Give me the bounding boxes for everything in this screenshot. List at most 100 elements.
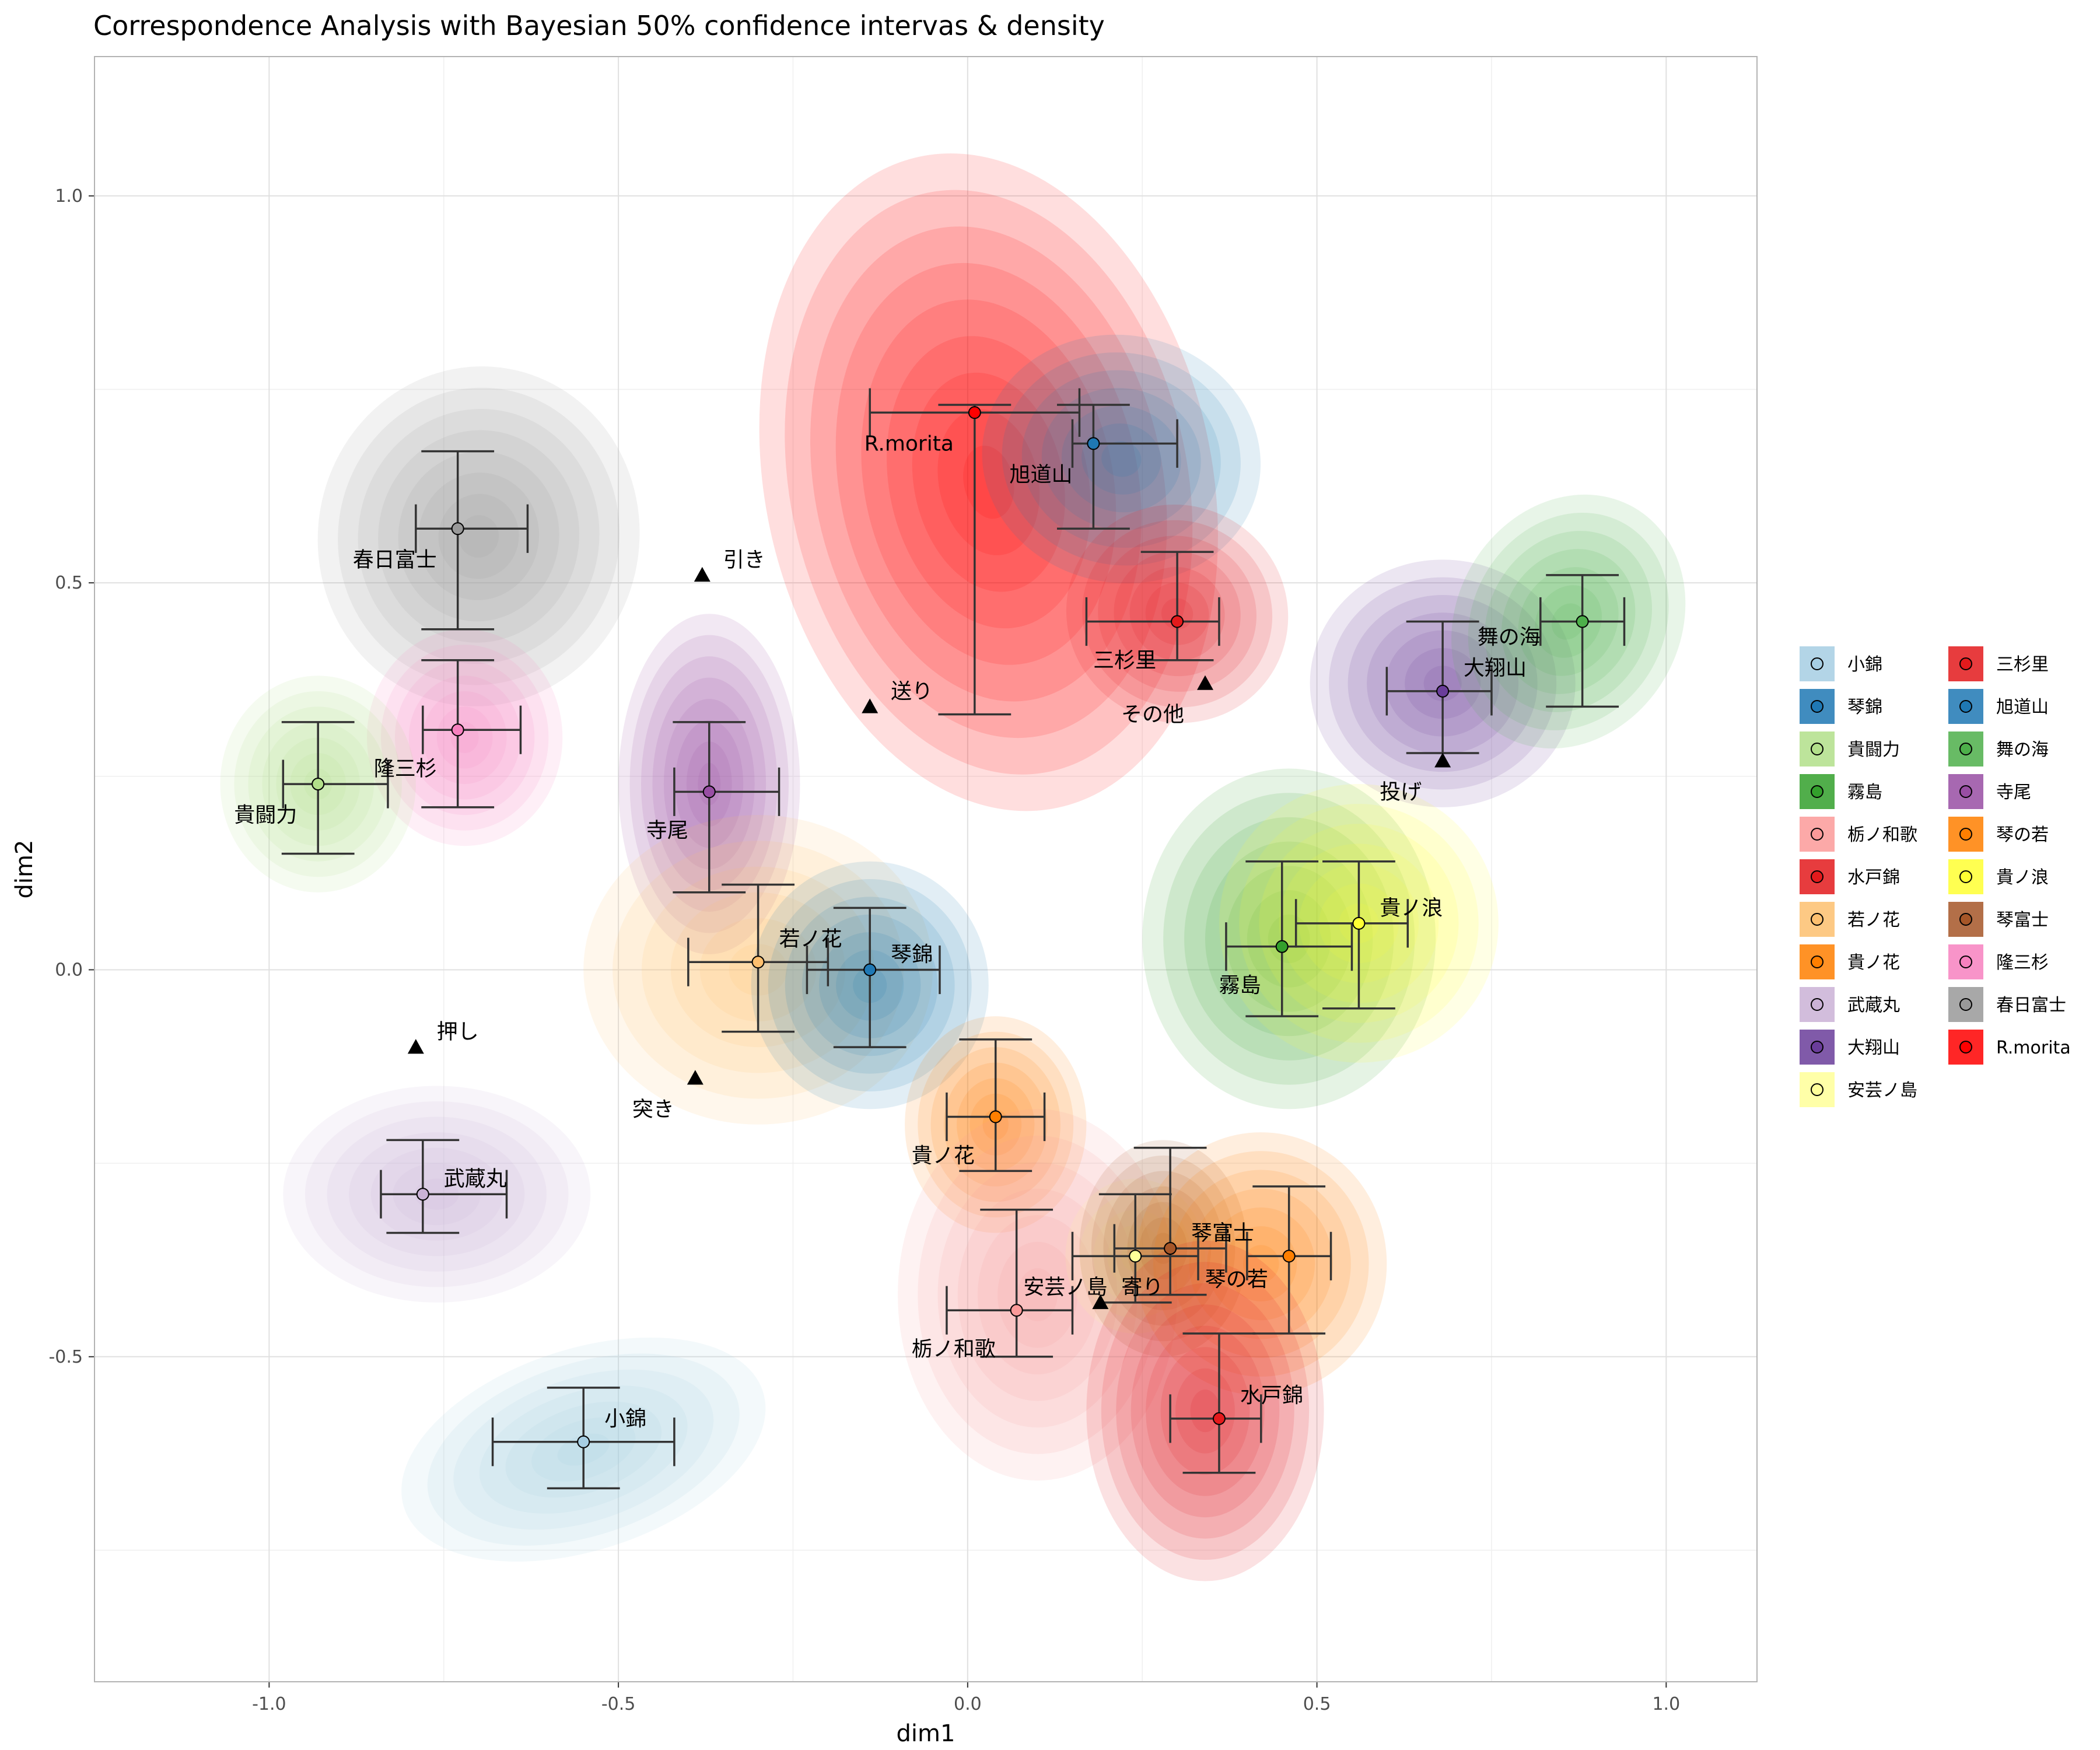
annotation-marker [1196, 675, 1213, 690]
annotation-marker [862, 698, 878, 713]
density-栃ノ和歌 [898, 1109, 1178, 1481]
legend-label: 琴錦 [1847, 697, 1882, 718]
legend-item: 琴の若 [1948, 817, 2049, 852]
legend-item: 安芸ノ島 [1800, 1072, 1917, 1107]
legend-label: 寺尾 [1996, 782, 2031, 803]
annotation-marker [694, 566, 710, 582]
annotation-label: 押し [437, 1020, 479, 1044]
density-level [785, 190, 1193, 775]
point-label: 琴富士 [1191, 1222, 1254, 1245]
point-霧島 [1275, 940, 1289, 953]
density-level [759, 153, 1218, 811]
legend-key [1811, 998, 1824, 1011]
legend-item: 貴ノ浪 [1948, 859, 2049, 894]
annotation-label: 寄り [1121, 1275, 1163, 1299]
point-水戸錦 [1212, 1412, 1226, 1425]
legend-label: 舞の海 [1996, 740, 2049, 760]
point-貴闘力 [312, 778, 325, 791]
density-level [918, 1135, 1157, 1454]
density-level [861, 299, 1116, 665]
density-武蔵丸 [283, 1086, 591, 1303]
density-level [1163, 793, 1415, 1085]
errorbar-旭道山 [1056, 404, 1178, 530]
annotation-label: 引き [723, 548, 765, 572]
point-琴富士 [1164, 1242, 1177, 1255]
legend-key [1811, 700, 1824, 713]
legend-key [1811, 828, 1824, 841]
grid: -1.0 -0.5 0.0 0.5 1.0 -0.5 0.0 0.5 1.0 [48, 57, 1757, 1714]
point-label: 琴錦 [891, 943, 933, 967]
legend-key [1811, 956, 1824, 968]
legend-label: 栃ノ和歌 [1847, 825, 1917, 845]
density-level [1247, 890, 1331, 988]
chart-title: Correspondence Analysis with Bayesian 50… [93, 10, 1105, 41]
density-level [418, 473, 540, 600]
point-label: 若ノ花 [779, 927, 842, 951]
density-level [1146, 1325, 1265, 1496]
x-tick-label: 0.5 [1303, 1694, 1331, 1714]
point-大翔山 [1436, 684, 1450, 698]
plot-border [94, 56, 1758, 1682]
density-隆三杉 [367, 629, 563, 846]
legend-item: 旭道山 [1948, 689, 2049, 724]
point-安芸ノ島 [1129, 1250, 1142, 1263]
errorbar-貴闘力 [281, 721, 389, 855]
legend-key [1959, 1041, 1972, 1054]
errorbar-水戸錦 [1169, 1332, 1262, 1474]
density-level [394, 660, 535, 816]
legend-label: 若ノ花 [1847, 910, 1900, 930]
legend-key [1811, 913, 1824, 926]
density-level [1101, 441, 1142, 477]
legend-key [1811, 743, 1824, 755]
point-label: 水戸錦 [1240, 1384, 1303, 1408]
y-tick-label: 1.0 [55, 186, 83, 206]
point-label: 貴ノ花 [912, 1144, 975, 1168]
legend-item: 栃ノ和歌 [1800, 817, 1917, 852]
errorbar-霧島 [1225, 860, 1353, 1017]
density-level [957, 1188, 1118, 1401]
point-R.morita [968, 406, 981, 419]
density-level [398, 451, 559, 622]
density-R.morita [759, 153, 1218, 811]
y-axis-title: dim2 [11, 840, 38, 899]
density-level [1205, 841, 1373, 1037]
legend-item: 春日富士 [1948, 987, 2066, 1022]
annotation-marker [1434, 752, 1451, 768]
legend-item: 大翔山 [1800, 1030, 1900, 1065]
x-tick-label: 0.0 [954, 1694, 982, 1714]
y-tick-label: 0.0 [55, 960, 83, 980]
density-level [317, 366, 640, 706]
density-level [1041, 388, 1201, 530]
legend-label: 水戸錦 [1847, 867, 1900, 888]
density-level [1017, 1268, 1058, 1322]
point-label: 安芸ノ島 [1023, 1275, 1107, 1299]
density-level [1130, 1304, 1280, 1518]
annotation-label: その他 [1121, 703, 1184, 727]
density-level [912, 372, 1065, 592]
legend-label: 武蔵丸 [1847, 995, 1900, 1016]
legend-item: R.morita [1948, 1030, 2071, 1065]
point-label: 舞の海 [1478, 625, 1541, 649]
y-tick-label: -0.5 [48, 1347, 83, 1367]
point-貴ノ花 [989, 1110, 1002, 1124]
legend-item: 水戸錦 [1800, 859, 1900, 894]
point-label: 隆三杉 [374, 757, 437, 781]
legend-label: 貴ノ浪 [1996, 867, 2049, 888]
legend-key [1811, 1083, 1824, 1096]
density-霧島 [1142, 768, 1436, 1110]
errorbar-栃ノ和歌 [946, 1208, 1074, 1358]
density-level [1116, 1283, 1294, 1539]
point-旭道山 [1087, 437, 1100, 450]
point-武蔵丸 [416, 1188, 429, 1201]
point-貴ノ浪 [1352, 916, 1366, 930]
legend-key [1811, 785, 1824, 798]
point-label: 小錦 [604, 1407, 646, 1431]
legend-label: 貴闘力 [1847, 740, 1900, 760]
density-level [937, 1162, 1138, 1428]
legend-label: 琴富士 [1996, 910, 2049, 930]
x-tick-label: -0.5 [601, 1694, 636, 1714]
annotation-label: 送り [891, 680, 933, 704]
